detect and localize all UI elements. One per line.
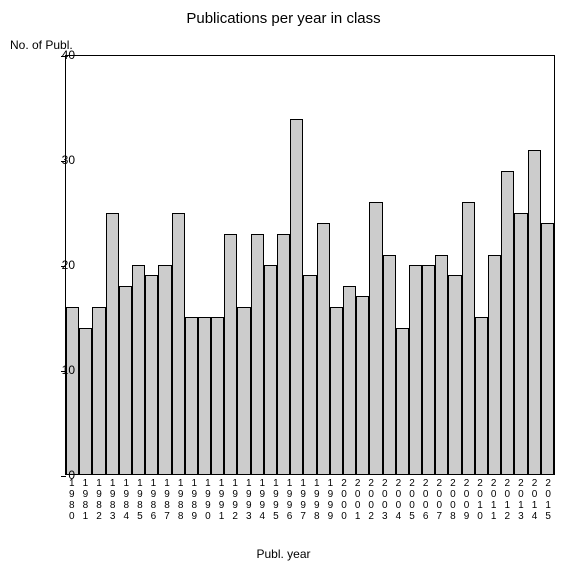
x-tick-label: 1997 [296,478,310,522]
x-labels-group: 1980198119821983198419851986198719881989… [65,478,555,522]
bar [66,307,79,474]
bar [396,328,409,474]
x-tick-label: 2006 [419,478,433,522]
bar [501,171,514,474]
bar [92,307,105,474]
x-tick-label: 1992 [228,478,242,522]
chart-title: Publications per year in class [0,10,567,27]
x-tick-label: 2002 [364,478,378,522]
bar [132,265,145,474]
x-tick-label: 2013 [514,478,528,522]
bar [277,234,290,474]
x-tick-label: 2003 [378,478,392,522]
bar [383,255,396,474]
x-tick-label: 1982 [92,478,106,522]
bar [462,202,475,474]
bar [237,307,250,474]
x-tick-label: 2015 [541,478,555,522]
bar [448,275,461,474]
x-tick-label: 1994 [256,478,270,522]
chart-container: Publications per year in class No. of Pu… [0,0,567,567]
bar [106,213,119,474]
x-tick-label: 1990 [201,478,215,522]
bar [185,317,198,474]
x-tick-label: 1996 [283,478,297,522]
x-tick-label: 1995 [269,478,283,522]
bar [264,265,277,474]
bar [475,317,488,474]
bars-group [66,56,554,474]
x-tick-label: 2005 [405,478,419,522]
x-tick-label: 1981 [79,478,93,522]
x-tick-label: 1988 [174,478,188,522]
x-tick-label: 1999 [324,478,338,522]
bar [369,202,382,474]
bar [422,265,435,474]
bar [356,296,369,474]
bar [541,223,554,474]
bar [528,150,541,474]
bar [330,307,343,474]
x-tick-label: 2014 [528,478,542,522]
bar [251,234,264,474]
x-tick-label: 1984 [119,478,133,522]
x-tick-label: 1983 [106,478,120,522]
x-tick-label: 2001 [351,478,365,522]
x-tick-label: 2012 [501,478,515,522]
y-tick-label: 30 [45,153,75,167]
bar [303,275,316,474]
x-tick-label: 2011 [487,478,501,522]
x-axis-label: Publ. year [0,547,567,561]
bar [317,223,330,474]
x-tick-label: 1987 [160,478,174,522]
bar [435,255,448,474]
bar [224,234,237,474]
bar [79,328,92,474]
x-tick-label: 1989 [187,478,201,522]
bar [409,265,422,474]
x-tick-label: 1986 [147,478,161,522]
bar [514,213,527,474]
x-tick-label: 1998 [310,478,324,522]
x-tick-label: 2007 [432,478,446,522]
y-tick-label: 40 [45,48,75,62]
x-tick-label: 1980 [65,478,79,522]
x-tick-label: 1985 [133,478,147,522]
bar [211,317,224,474]
plot-area [65,55,555,475]
x-tick-label: 2000 [337,478,351,522]
bar [158,265,171,474]
x-tick-label: 1991 [215,478,229,522]
bar [290,119,303,474]
bar [488,255,501,474]
bar [172,213,185,474]
y-tick-label: 20 [45,258,75,272]
x-tick-label: 1993 [242,478,256,522]
x-tick-label: 2004 [392,478,406,522]
x-tick-label: 2010 [473,478,487,522]
x-tick-label: 2008 [446,478,460,522]
bar [119,286,132,474]
x-tick-label: 2009 [460,478,474,522]
y-tick-label: 10 [45,363,75,377]
bar [198,317,211,474]
bar [145,275,158,474]
bar [343,286,356,474]
